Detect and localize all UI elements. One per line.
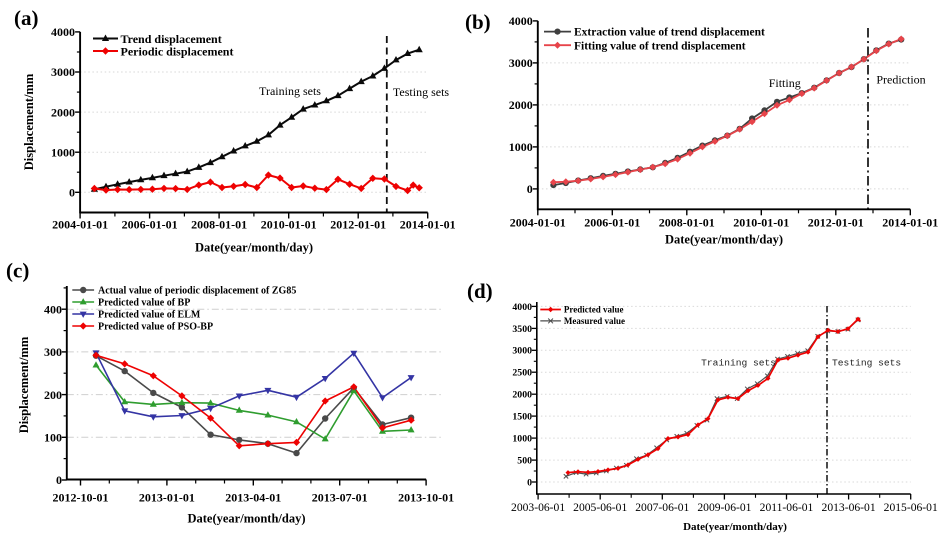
svg-text:100: 100 (44, 431, 62, 445)
svg-text:Predicted value of ELM: Predicted value of ELM (98, 310, 201, 321)
svg-text:0: 0 (527, 182, 533, 196)
svg-text:Date(year/month/day): Date(year/month/day) (195, 241, 313, 255)
svg-text:Training sets: Training sets (701, 358, 776, 369)
svg-text:2500: 2500 (512, 368, 532, 379)
svg-text:2008-01-01: 2008-01-01 (659, 216, 715, 230)
svg-text:3000: 3000 (51, 65, 75, 79)
svg-text:2013-04-01: 2013-04-01 (225, 491, 281, 505)
svg-text:2010-01-01: 2010-01-01 (261, 218, 317, 232)
svg-text:Displacement/mm: Displacement/mm (22, 73, 36, 170)
svg-text:Fitting: Fitting (769, 76, 801, 90)
svg-text:Displacement/mm: Displacement/mm (17, 336, 31, 433)
svg-text:3000: 3000 (509, 56, 533, 70)
svg-text:Prediction: Prediction (876, 73, 925, 87)
svg-text:Predicted value of BP: Predicted value of BP (98, 298, 190, 309)
svg-text:Actual value of periodic displ: Actual value of periodic displacement of… (98, 286, 296, 297)
svg-text:Training sets: Training sets (259, 84, 321, 98)
svg-text:2000: 2000 (51, 105, 75, 119)
svg-text:Testing sets: Testing sets (832, 358, 901, 369)
svg-text:2012-01-01: 2012-01-01 (330, 218, 386, 232)
svg-text:Trend displacement: Trend displacement (121, 32, 222, 46)
svg-text:4000: 4000 (509, 14, 533, 28)
svg-text:2004-01-01: 2004-01-01 (52, 218, 108, 232)
svg-text:2013-10-01: 2013-10-01 (398, 491, 454, 505)
svg-text:Predicted value: Predicted value (564, 305, 624, 315)
svg-text:2004-01-01: 2004-01-01 (510, 216, 566, 230)
svg-text:1500: 1500 (512, 412, 532, 423)
svg-text:0: 0 (56, 473, 62, 487)
svg-text:Measured value: Measured value (564, 316, 625, 326)
svg-text:0: 0 (69, 186, 75, 200)
svg-text:Testing sets: Testing sets (393, 85, 449, 99)
svg-text:2013-01-01: 2013-01-01 (139, 491, 195, 505)
svg-text:3500: 3500 (512, 324, 532, 335)
svg-text:Date(year/month/day): Date(year/month/day) (683, 521, 787, 533)
svg-text:2014-01-01: 2014-01-01 (882, 216, 938, 230)
svg-text:2003-06-01: 2003-06-01 (511, 501, 565, 514)
svg-text:2013-06-01: 2013-06-01 (822, 501, 876, 514)
svg-text:2000: 2000 (512, 390, 532, 401)
svg-text:200: 200 (44, 388, 62, 402)
svg-text:3000: 3000 (512, 346, 532, 357)
svg-text:2012-01-01: 2012-01-01 (808, 216, 864, 230)
svg-text:4000: 4000 (512, 302, 532, 313)
svg-text:Extraction value of trend disp: Extraction value of trend displacement (574, 27, 765, 39)
svg-text:(d): (d) (467, 279, 493, 303)
svg-text:2006-01-01: 2006-01-01 (122, 218, 178, 232)
svg-text:(c): (c) (6, 259, 29, 283)
svg-text:2012-10-01: 2012-10-01 (53, 491, 109, 505)
svg-text:2015-06-01: 2015-06-01 (884, 501, 938, 514)
svg-text:2010-01-01: 2010-01-01 (733, 216, 789, 230)
svg-text:300: 300 (44, 345, 62, 359)
svg-text:0: 0 (527, 477, 532, 488)
svg-text:(b): (b) (465, 10, 491, 34)
svg-text:(a): (a) (14, 6, 39, 30)
svg-text:Date(year/month/day): Date(year/month/day) (665, 233, 783, 247)
svg-text:1000: 1000 (51, 145, 75, 159)
svg-text:2008-01-01: 2008-01-01 (191, 218, 247, 232)
svg-text:500: 500 (517, 455, 532, 466)
svg-text:2013-07-01: 2013-07-01 (312, 491, 368, 505)
svg-text:2005-06-01: 2005-06-01 (573, 501, 627, 514)
svg-text:400: 400 (44, 302, 62, 316)
svg-text:2000: 2000 (509, 98, 533, 112)
svg-text:2011-06-01: 2011-06-01 (760, 501, 814, 514)
svg-text:1000: 1000 (512, 434, 532, 445)
svg-text:Date(year/month/day): Date(year/month/day) (187, 512, 305, 526)
svg-text:Predicted value of PSO-BP: Predicted value of PSO-BP (98, 322, 213, 333)
svg-text:1000: 1000 (509, 140, 533, 154)
svg-text:2014-01-01: 2014-01-01 (400, 218, 456, 232)
svg-text:Periodic displacement: Periodic displacement (121, 44, 234, 58)
svg-text:2007-06-01: 2007-06-01 (635, 501, 689, 514)
svg-text:2006-01-01: 2006-01-01 (584, 216, 640, 230)
svg-text:4000: 4000 (51, 25, 75, 39)
svg-text:Fitting value of trend displac: Fitting value of trend displacement (574, 40, 746, 52)
svg-text:2009-06-01: 2009-06-01 (697, 501, 751, 514)
